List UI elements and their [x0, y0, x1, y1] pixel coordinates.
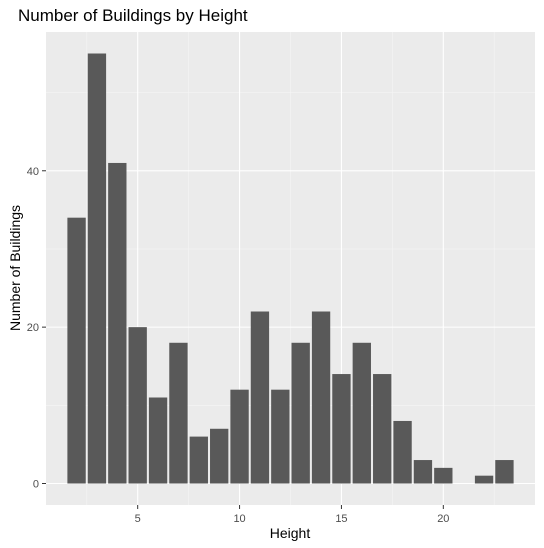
chart-title: Number of Buildings by Height [18, 6, 248, 25]
bar [373, 374, 392, 484]
bar [271, 389, 290, 484]
bar-layer [67, 53, 514, 484]
bar [128, 327, 147, 484]
y-tick-label: 40 [27, 166, 39, 178]
axis-layer: 5 10 15 20 0 20 40 [27, 166, 450, 525]
y-tick-label: 20 [27, 322, 39, 334]
bar [230, 389, 249, 484]
bar [311, 311, 331, 484]
bar [148, 397, 168, 484]
x-tick-label: 15 [335, 513, 347, 525]
bar [352, 342, 371, 484]
bar [332, 374, 351, 484]
bar [210, 428, 229, 484]
bar [291, 342, 310, 484]
x-tick-label: 5 [135, 513, 141, 525]
bar [495, 460, 514, 484]
bar [474, 475, 494, 484]
bar [87, 53, 107, 484]
x-axis-label: Height [270, 525, 311, 541]
bar [108, 162, 127, 484]
bar [67, 217, 86, 484]
bar [393, 420, 412, 484]
x-tick-label: 20 [437, 513, 449, 525]
bar [413, 460, 433, 484]
x-tick-label: 10 [233, 513, 245, 525]
bar [189, 436, 208, 484]
y-axis-label: Number of Buildings [7, 205, 23, 331]
bar [169, 342, 188, 484]
bar [434, 467, 453, 484]
y-tick-label: 0 [33, 479, 39, 491]
bar [250, 311, 270, 484]
